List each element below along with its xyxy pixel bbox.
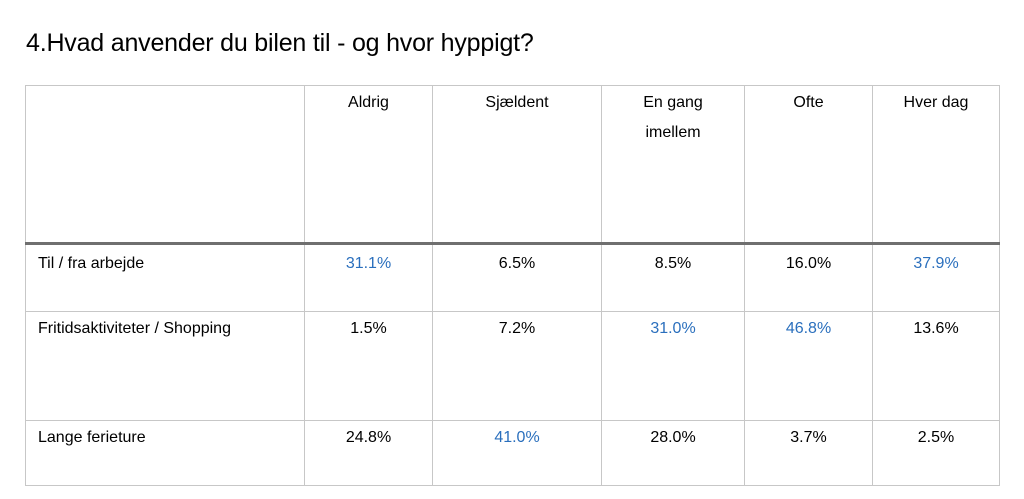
table-cell: 6.5% <box>432 243 602 312</box>
frequency-table: Aldrig Sjældent En gang imellem Ofte Hve… <box>25 85 1000 486</box>
table-header-row: Aldrig Sjældent En gang imellem Ofte Hve… <box>25 85 1000 245</box>
row-label: Fritidsaktiviteter / Shopping <box>25 311 305 421</box>
table-row: Til / fra arbejde 31.1% 6.5% 8.5% 16.0% … <box>25 243 1000 312</box>
column-header: En gang imellem <box>601 85 745 245</box>
row-label: Til / fra arbejde <box>25 243 305 312</box>
table-cell: 46.8% <box>744 311 873 421</box>
row-label: Lange ferieture <box>25 420 305 486</box>
table-cell: 37.9% <box>872 243 1000 312</box>
table-cell: 1.5% <box>304 311 433 421</box>
column-header: Hver dag <box>872 85 1000 245</box>
table-cell: 24.8% <box>304 420 433 486</box>
table-cell: 31.1% <box>304 243 433 312</box>
table-cell: 8.5% <box>601 243 745 312</box>
header-corner-cell <box>25 85 305 245</box>
column-header: Aldrig <box>304 85 433 245</box>
table-cell: 41.0% <box>432 420 602 486</box>
table-cell: 13.6% <box>872 311 1000 421</box>
column-header: Ofte <box>744 85 873 245</box>
table-cell: 3.7% <box>744 420 873 486</box>
table-cell: 2.5% <box>872 420 1000 486</box>
table-cell: 28.0% <box>601 420 745 486</box>
page-title: 4.Hvad anvender du bilen til - og hvor h… <box>26 29 534 57</box>
table-row: Fritidsaktiviteter / Shopping 1.5% 7.2% … <box>25 311 1000 421</box>
table-cell: 16.0% <box>744 243 873 312</box>
column-header: Sjældent <box>432 85 602 245</box>
table-cell: 31.0% <box>601 311 745 421</box>
table-cell: 7.2% <box>432 311 602 421</box>
table-row: Lange ferieture 24.8% 41.0% 28.0% 3.7% 2… <box>25 420 1000 486</box>
